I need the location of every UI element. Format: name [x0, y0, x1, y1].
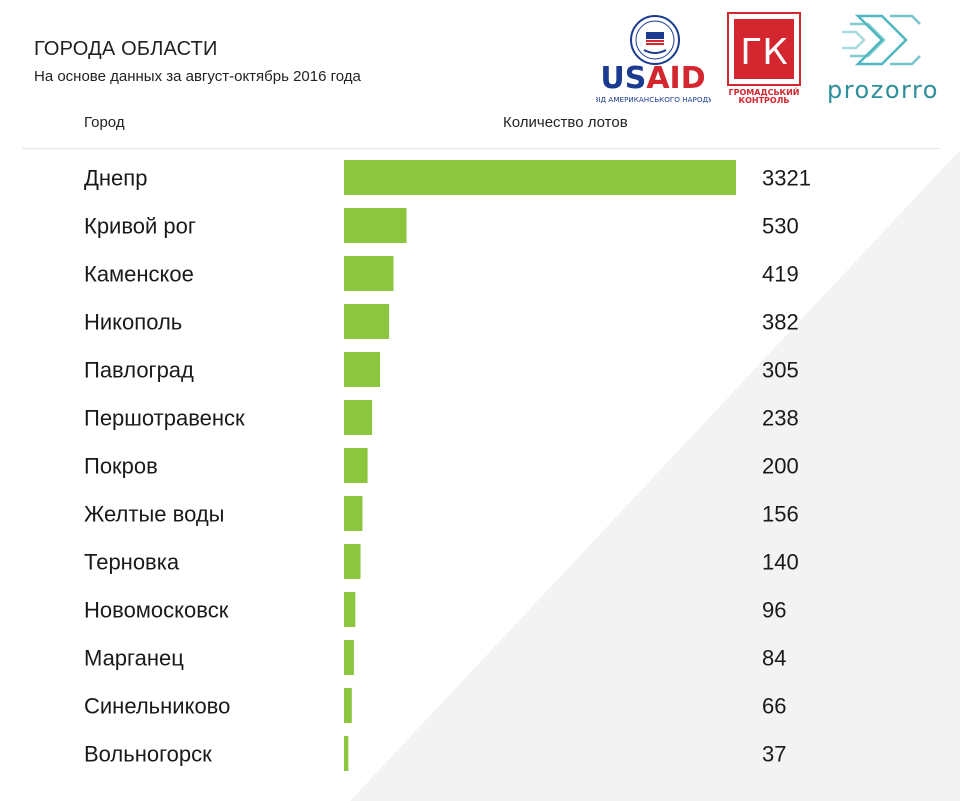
page-title: ГОРОДА ОБЛАСТИ — [34, 38, 218, 60]
bar — [344, 640, 354, 675]
bar — [344, 304, 390, 339]
gk-logo: ГК ГРОМАДСЬКИЙ КОНТРОЛЬ — [727, 12, 801, 104]
page-subtitle: На основе данных за август-октябрь 2016 … — [34, 68, 361, 85]
gk-line1: ГРОМАДСЬКИЙ — [729, 86, 800, 97]
usaid-wordmark: USAID — [600, 61, 705, 96]
bar — [344, 592, 356, 627]
city-label: Першотравенск — [84, 406, 245, 431]
gk-line2: КОНТРОЛЬ — [739, 96, 790, 104]
column-header-city: Город — [84, 114, 125, 131]
city-label: Кривой рог — [84, 214, 196, 239]
value-label: 140 — [762, 550, 799, 575]
bar — [344, 160, 736, 195]
value-label: 96 — [762, 598, 786, 623]
value-label: 156 — [762, 502, 799, 527]
bar — [344, 544, 361, 579]
usaid-seal-icon — [630, 15, 680, 65]
city-label: Терновка — [84, 550, 180, 575]
value-label: 200 — [762, 454, 799, 479]
city-label: Каменское — [84, 262, 194, 287]
city-label: Желтые воды — [84, 502, 224, 527]
city-label: Новомосковск — [84, 598, 229, 623]
value-label: 3321 — [762, 166, 811, 191]
prozorro-logo: prozorro — [827, 14, 939, 104]
city-label: Вольногорск — [84, 742, 212, 767]
value-label: 530 — [762, 214, 799, 239]
value-label: 305 — [762, 358, 799, 383]
bar — [344, 400, 373, 435]
gk-mark: ГК — [740, 32, 788, 73]
usaid-tagline: ВІД АМЕРИКАНСЬКОГО НАРОДУ — [596, 95, 711, 104]
value-label: 419 — [762, 262, 799, 287]
bar — [344, 496, 363, 531]
value-label: 382 — [762, 310, 799, 335]
bar — [344, 352, 381, 387]
column-header-lots: Количество лотов — [503, 114, 628, 131]
bar — [344, 208, 407, 243]
city-label: Покров — [84, 454, 158, 479]
prozorro-mark-icon — [842, 14, 921, 66]
city-label: Павлоград — [84, 358, 194, 383]
city-label: Марганец — [84, 646, 184, 671]
bar — [344, 256, 394, 291]
city-label: Днепр — [84, 166, 147, 191]
bar — [344, 448, 368, 483]
value-label: 238 — [762, 406, 799, 431]
bar — [344, 736, 349, 771]
bar — [344, 688, 352, 723]
value-label: 37 — [762, 742, 786, 767]
prozorro-wordmark: prozorro — [827, 76, 939, 104]
header-divider — [22, 148, 940, 149]
value-label: 84 — [762, 646, 786, 671]
city-label: Синельниково — [84, 694, 230, 719]
usaid-logo: USAID ВІД АМЕРИКАНСЬКОГО НАРОДУ — [596, 15, 711, 104]
value-label: 66 — [762, 694, 786, 719]
city-label: Никополь — [84, 310, 182, 335]
